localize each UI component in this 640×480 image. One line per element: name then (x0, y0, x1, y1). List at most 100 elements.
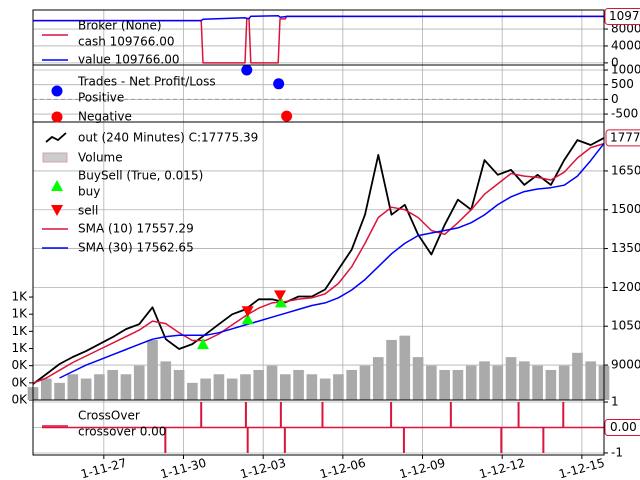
volume-bar (306, 374, 318, 400)
legend-label: cash 109766.00 (78, 35, 175, 49)
volume-bar (187, 382, 198, 400)
x-tick-label: 1-11-30 (159, 456, 208, 480)
y-tick-label: 0 (611, 92, 619, 106)
y-tick-label: 12000 (611, 280, 640, 294)
panel-title: Trades - Net Profit/Loss (77, 75, 216, 89)
panel-title: Broker (None) (78, 19, 162, 33)
volume-bar (412, 357, 424, 400)
volume-bar (54, 382, 65, 400)
legend-swatch (45, 132, 67, 143)
legend-label: sell (78, 204, 98, 218)
y2-tick-label: 1K (11, 307, 28, 321)
y-tick-label: 40000 (611, 38, 640, 52)
volume-bar (492, 365, 504, 400)
x-tick-label: 1-12-15 (557, 456, 606, 480)
y-tick-label: 500 (611, 77, 634, 91)
volume-bar (213, 374, 225, 400)
legend-label: Volume (78, 151, 123, 165)
volume-bar (372, 357, 384, 400)
legend-label: SMA (10) 17557.29 (78, 222, 194, 236)
trade-dot (273, 78, 285, 90)
legend-swatch (51, 85, 63, 97)
last-value-box (604, 419, 640, 436)
x-tick-label: 1-12-06 (318, 456, 367, 480)
y-tick-label: 9000 (611, 358, 640, 372)
legend-label: Negative (78, 110, 132, 124)
volume-bar (452, 369, 464, 400)
volume-bar (572, 352, 583, 400)
y2-tick-label: 1K (11, 324, 28, 338)
volume-bar (319, 378, 331, 400)
volume-bar (505, 357, 517, 400)
last-value-box (604, 7, 640, 25)
y-tick-label: 1 (611, 395, 619, 409)
volume-bar (107, 369, 118, 400)
volume-bar (67, 374, 79, 400)
volume-bar (558, 365, 570, 400)
y2-tick-label: 1K (11, 290, 28, 304)
y-tick-label: 10500 (611, 319, 640, 333)
volume-bar (173, 369, 185, 400)
legend-swatch (51, 205, 63, 216)
series-line (33, 15, 604, 64)
panel-title: CrossOver (78, 409, 140, 423)
volume-bar (279, 374, 291, 400)
volume-bar (80, 378, 92, 400)
last-value-label: 17775.39 (610, 130, 640, 144)
panel-frame (32, 399, 605, 456)
x-tick-label: 1-11-27 (79, 456, 128, 480)
volume-bar (240, 374, 251, 400)
volume-bar (346, 369, 358, 400)
series-line (33, 14, 604, 22)
volume-bar (200, 378, 211, 400)
volume-bar (293, 369, 304, 400)
volume-bar (226, 378, 238, 400)
volume-bar (545, 369, 557, 400)
y-tick-label: -500 (611, 107, 638, 121)
volume-bar (40, 378, 52, 400)
legend-label: buy (78, 185, 100, 199)
buy-marker (196, 338, 209, 350)
legend-swatch (51, 180, 63, 191)
volume-bar (585, 361, 597, 400)
volume-bar (147, 339, 158, 400)
trade-dot (241, 64, 253, 76)
legend-swatch (51, 111, 63, 123)
volume-bar (333, 374, 344, 400)
volume-bar (133, 365, 145, 400)
volume-bar (386, 339, 397, 400)
legend-label: out (240 Minutes) C:17775.39 (78, 131, 258, 145)
legend-label: Positive (78, 91, 124, 105)
series-line (32, 142, 605, 384)
volume-bar (160, 361, 172, 400)
buy-marker (241, 313, 254, 325)
x-tick-label: 1-12-12 (478, 456, 527, 480)
volume-bar (532, 365, 543, 400)
last-value-label: 109766 (609, 9, 640, 23)
y-tick-label: 15000 (611, 202, 640, 216)
legend-label: BuySell (True, 0.015) (78, 169, 203, 183)
legend-label: SMA (30) 17562.65 (78, 241, 194, 255)
y2-tick-label: 0K (11, 358, 28, 372)
volume-bar (253, 369, 265, 400)
volume-bar (120, 374, 132, 400)
trade-dot (281, 110, 293, 122)
y2-tick-label: 0K (11, 393, 28, 407)
volume-bar (359, 365, 371, 400)
y2-tick-label: 1K (11, 341, 28, 355)
volume-bar (94, 374, 105, 400)
series-line (32, 137, 605, 385)
last-value-box (605, 129, 640, 147)
y2-tick-label: 0K (11, 375, 28, 389)
volume-bar (465, 365, 477, 400)
y-tick-label: -1 (611, 445, 623, 459)
last-value-label: 0.00 (610, 420, 637, 434)
buy-marker (274, 296, 287, 308)
volume-bar (399, 335, 411, 400)
y-tick-label: 1000 (611, 62, 640, 76)
sell-marker (273, 290, 286, 302)
volume-bar (426, 365, 437, 400)
